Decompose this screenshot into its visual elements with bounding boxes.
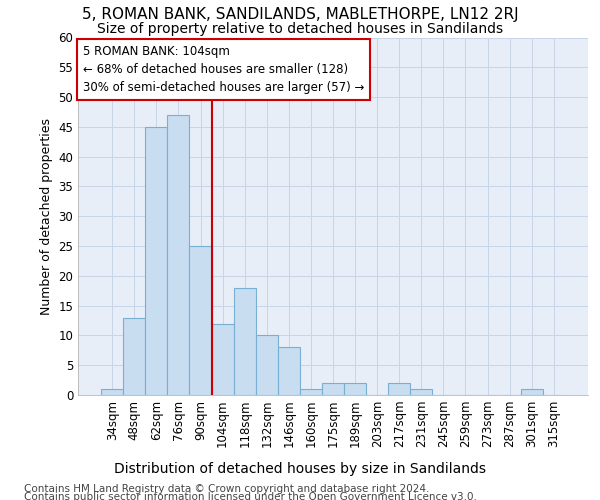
Bar	[233, 288, 256, 395]
Bar	[167, 115, 190, 395]
Text: Size of property relative to detached houses in Sandilands: Size of property relative to detached ho…	[97, 22, 503, 36]
Bar	[300, 389, 322, 395]
Bar	[123, 318, 145, 395]
Bar	[145, 127, 167, 395]
Bar	[322, 383, 344, 395]
Bar	[388, 383, 410, 395]
Bar	[410, 389, 433, 395]
Bar	[344, 383, 366, 395]
Text: Contains public sector information licensed under the Open Government Licence v3: Contains public sector information licen…	[24, 492, 477, 500]
Text: 5 ROMAN BANK: 104sqm
← 68% of detached houses are smaller (128)
30% of semi-deta: 5 ROMAN BANK: 104sqm ← 68% of detached h…	[83, 44, 364, 94]
Bar	[101, 389, 123, 395]
Text: Distribution of detached houses by size in Sandilands: Distribution of detached houses by size …	[114, 462, 486, 476]
Bar	[256, 336, 278, 395]
Bar	[190, 246, 212, 395]
Bar	[278, 348, 300, 395]
Text: Contains HM Land Registry data © Crown copyright and database right 2024.: Contains HM Land Registry data © Crown c…	[24, 484, 430, 494]
Text: 5, ROMAN BANK, SANDILANDS, MABLETHORPE, LN12 2RJ: 5, ROMAN BANK, SANDILANDS, MABLETHORPE, …	[82, 8, 518, 22]
Bar	[212, 324, 233, 395]
Y-axis label: Number of detached properties: Number of detached properties	[40, 118, 53, 315]
Bar	[521, 389, 543, 395]
